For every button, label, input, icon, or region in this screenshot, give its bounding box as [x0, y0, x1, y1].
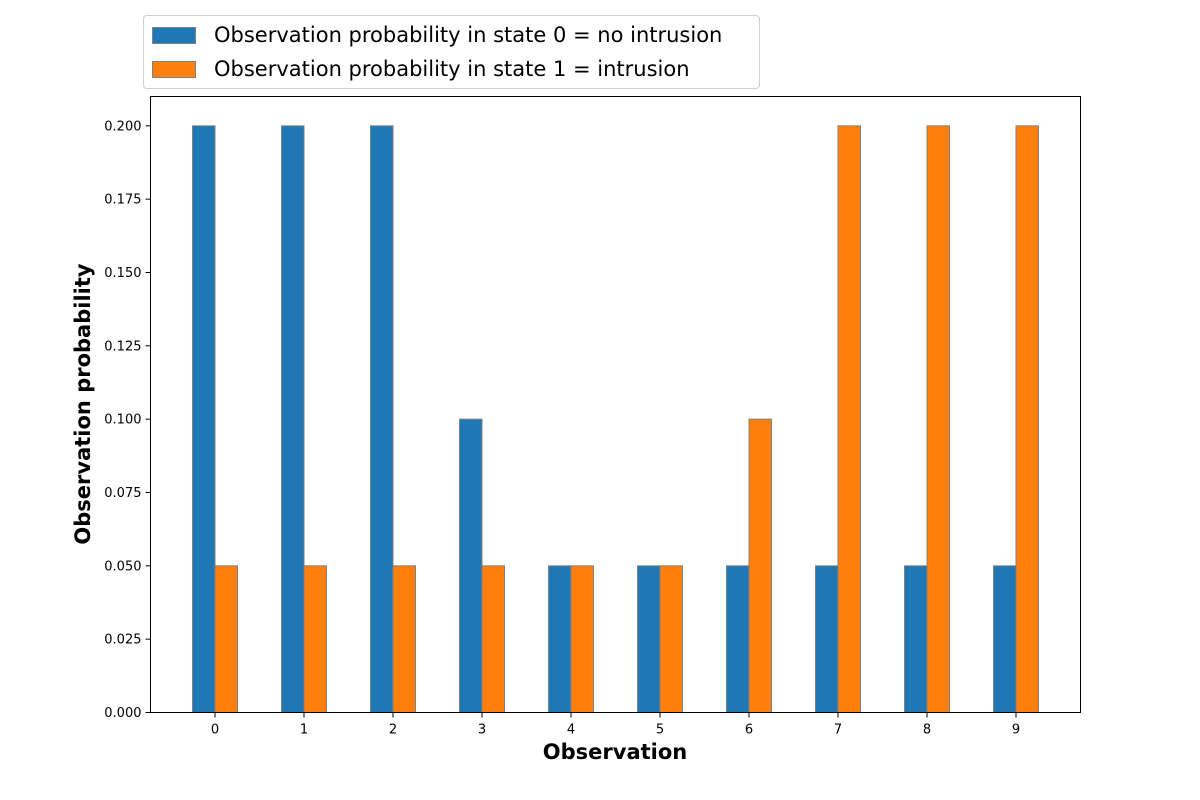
bar-state-0-obs-4: [548, 565, 572, 713]
bar-state-1-obs-1: [303, 565, 327, 713]
bar-state-1-obs-4: [570, 565, 594, 713]
x-tick-label: 0: [211, 723, 219, 738]
y-tick-label: 0.200: [104, 119, 141, 134]
bar-state-0-obs-0: [192, 125, 216, 714]
legend-label-state-0: Observation probability in state 0 = no …: [214, 23, 723, 47]
x-axis-label: Observation: [543, 740, 687, 764]
bar-state-0-obs-9: [993, 565, 1017, 713]
legend-label-state-1: Observation probability in state 1 = int…: [214, 57, 690, 81]
x-tick-label: 2: [389, 723, 397, 738]
y-tick-label: 0.100: [104, 413, 141, 428]
y-tick-label: 0.175: [104, 193, 141, 208]
bar-state-0-obs-1: [281, 125, 305, 714]
bar-state-1-obs-2: [392, 565, 416, 713]
x-tick-label: 5: [656, 723, 664, 738]
bar-state-0-obs-6: [726, 565, 750, 713]
bar-state-1-obs-0: [214, 565, 238, 713]
y-tick-label: 0.150: [104, 266, 141, 281]
bar-state-1-obs-5: [659, 565, 683, 713]
bar-state-1-obs-8: [926, 125, 950, 714]
bar-state-0-obs-7: [815, 565, 839, 713]
x-tick-label: 8: [923, 723, 931, 738]
y-axis-ticks: 0.000 0.025 0.050 0.075 0.100 0.125 0.150 0.175…: [104, 119, 151, 721]
y-axis-label: Observation probability: [71, 263, 95, 544]
legend-entry-state-0: Observation probability in state 0 = no …: [152, 20, 722, 50]
y-tick-label: 0.025: [104, 633, 141, 648]
bar-state-0-obs-2: [370, 125, 394, 714]
legend-swatch-state-0: [152, 26, 196, 44]
y-tick-label: 0.125: [104, 339, 141, 354]
x-tick-label: 1: [300, 723, 308, 738]
x-tick-label: 3: [478, 723, 486, 738]
bar-state-1-obs-9: [1015, 125, 1039, 714]
bar-state-1-obs-7: [837, 125, 861, 714]
bar-state-1-obs-6: [748, 418, 772, 713]
legend-entry-state-1: Observation probability in state 1 = int…: [152, 54, 690, 84]
x-axis-ticks: 0 1 2 3 4 5 6 7 8 9: [211, 712, 1020, 738]
bar-state-1-obs-3: [481, 565, 505, 713]
chart-legend: Observation probability in state 0 = no …: [143, 15, 760, 89]
bars-layer: [192, 125, 1039, 714]
y-tick-label: 0.050: [104, 559, 141, 574]
x-tick-label: 6: [745, 723, 753, 738]
bar-state-0-obs-3: [459, 418, 483, 713]
bar-state-0-obs-8: [904, 565, 928, 713]
y-tick-label: 0.000: [104, 706, 141, 721]
x-tick-label: 9: [1012, 723, 1020, 738]
y-tick-label: 0.075: [104, 486, 141, 501]
x-tick-label: 7: [834, 723, 842, 738]
x-tick-label: 4: [567, 723, 575, 738]
legend-swatch-state-1: [152, 60, 196, 78]
bar-state-0-obs-5: [637, 565, 661, 713]
plot-frame: [150, 96, 1081, 713]
